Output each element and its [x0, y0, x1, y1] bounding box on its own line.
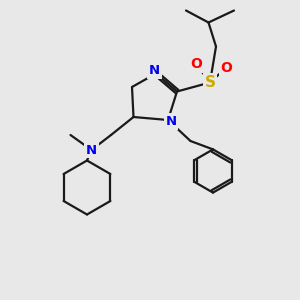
Text: N: N: [86, 143, 97, 157]
Text: N: N: [165, 115, 177, 128]
Text: O: O: [190, 58, 202, 71]
Text: S: S: [205, 75, 215, 90]
Text: N: N: [149, 64, 160, 77]
Text: O: O: [220, 61, 232, 74]
